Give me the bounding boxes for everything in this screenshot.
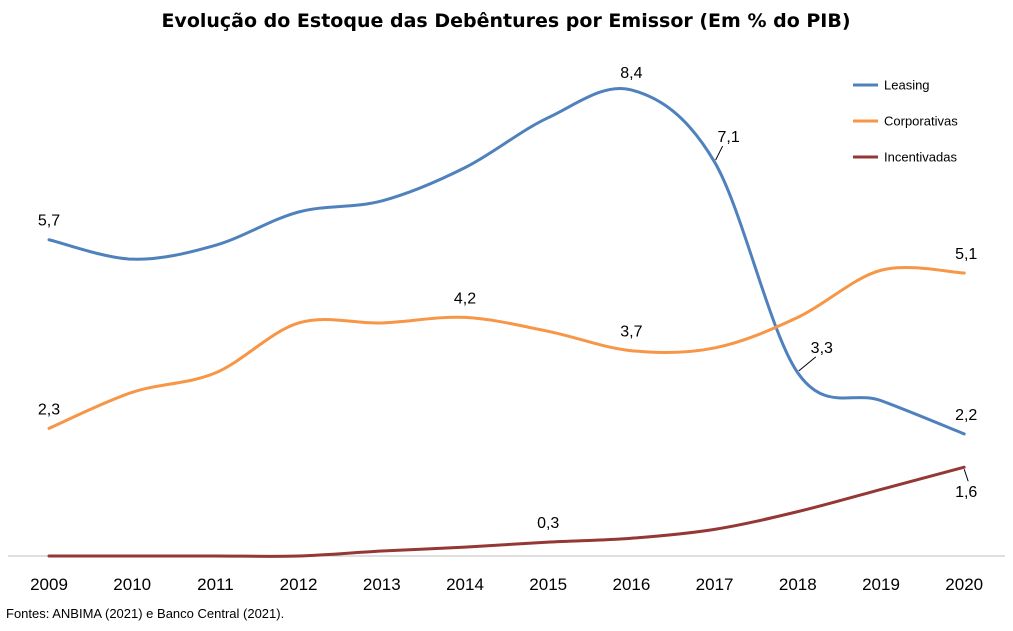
data-label: 2,2 <box>955 407 977 424</box>
series-line-corporativas <box>47 266 966 430</box>
source-note: Fontes: ANBIMA (2021) e Banco Central (2… <box>6 606 285 621</box>
x-tick-label: 2014 <box>446 575 484 594</box>
label-leader-line <box>798 356 817 372</box>
data-label: 0,3 <box>537 515 559 532</box>
x-tick-label: 2013 <box>363 575 401 594</box>
chart-title: Evolução do Estoque das Debêntures por E… <box>161 10 850 32</box>
legend: Leasing Corporativas Incentivadas <box>853 78 958 165</box>
x-tick-label: 2012 <box>280 575 318 594</box>
x-tick-labels: 2009 2010 2011 2012 2013 2014 2015 2016 2017 2018… <box>30 575 983 594</box>
data-label: 8,4 <box>620 65 642 82</box>
data-label: 7,1 <box>717 129 739 146</box>
data-label: 3,3 <box>811 340 833 357</box>
legend-label: Incentivadas <box>884 150 957 165</box>
data-label: 2,3 <box>38 401 60 418</box>
label-leader-line <box>963 469 969 482</box>
x-tick-label: 2019 <box>862 575 900 594</box>
x-tick-label: 2015 <box>529 575 567 594</box>
series-layer <box>47 87 966 558</box>
x-tick-label: 2016 <box>612 575 650 594</box>
legend-label: Corporativas <box>884 114 958 129</box>
data-label: 3,7 <box>620 324 642 341</box>
data-label: 5,7 <box>38 213 60 230</box>
x-tick-label: 2017 <box>696 575 734 594</box>
x-tick-label: 2010 <box>113 575 151 594</box>
label-leader-line <box>715 145 724 161</box>
data-label: 5,1 <box>955 246 977 263</box>
x-tick-label: 2011 <box>197 575 234 594</box>
legend-label: Leasing <box>884 78 930 93</box>
x-tick-label: 2020 <box>945 575 983 594</box>
data-label: 4,2 <box>454 290 476 307</box>
x-tick-label: 2018 <box>779 575 817 594</box>
series-line-incentivadas <box>47 465 966 558</box>
data-labels: 5,7 8,4 7,1 3,3 2,2 2,3 4,2 3,7 5,1 0,3 1,6 <box>38 65 978 532</box>
x-tick-label: 2009 <box>30 575 68 594</box>
data-label: 1,6 <box>955 484 977 501</box>
series-line-leasing <box>47 87 966 436</box>
